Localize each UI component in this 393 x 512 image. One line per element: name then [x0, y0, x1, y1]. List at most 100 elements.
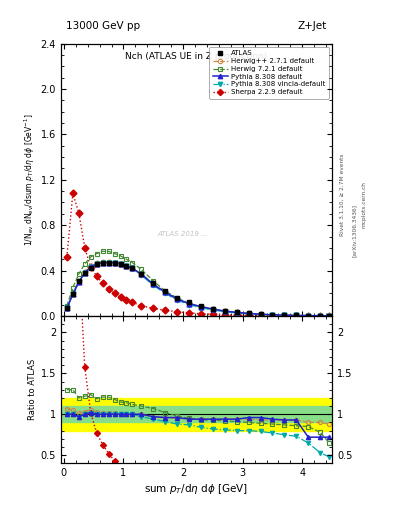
Herwig 7.2.1 default: [246, 310, 251, 316]
Herwig++ 2.7.1 default: [198, 304, 203, 310]
Line: Sherpa 2.2.9 default: Sherpa 2.2.9 default: [64, 191, 332, 318]
Herwig 7.2.1 default: [118, 253, 123, 259]
Pythia 8.308 default: [94, 261, 99, 267]
Pythia 8.308 default: [106, 260, 111, 266]
Pythia 8.308 default: [306, 312, 310, 318]
Herwig 7.2.1 default: [112, 250, 117, 257]
Herwig++ 2.7.1 default: [222, 308, 227, 314]
Herwig 7.2.1 default: [106, 248, 111, 254]
Herwig++ 2.7.1 default: [318, 313, 323, 319]
Herwig++ 2.7.1 default: [139, 271, 144, 277]
ATLAS: [76, 278, 81, 284]
Pythia 8.308 vincia-default: [294, 312, 299, 318]
ATLAS: [175, 295, 180, 301]
Sherpa 2.2.9 default: [124, 297, 129, 303]
Text: ATLAS 2019 ...: ATLAS 2019 ...: [158, 231, 208, 237]
ATLAS: [270, 312, 275, 318]
Sherpa 2.2.9 default: [100, 280, 105, 286]
Herwig++ 2.7.1 default: [270, 312, 275, 318]
Herwig++ 2.7.1 default: [88, 263, 93, 269]
Pythia 8.308 vincia-default: [175, 297, 180, 303]
Text: mcplots.cern.ch: mcplots.cern.ch: [362, 181, 367, 228]
Herwig++ 2.7.1 default: [83, 269, 87, 275]
Text: Rivet 3.1.10, ≥ 2.7M events: Rivet 3.1.10, ≥ 2.7M events: [340, 153, 345, 236]
Pythia 8.308 vincia-default: [318, 313, 323, 319]
Herwig 7.2.1 default: [64, 303, 69, 309]
Herwig 7.2.1 default: [151, 278, 156, 284]
Pythia 8.308 vincia-default: [88, 264, 93, 270]
Text: Z+Jet: Z+Jet: [298, 22, 327, 31]
ATLAS: [306, 312, 310, 318]
Line: Herwig 7.2.1 default: Herwig 7.2.1 default: [64, 249, 332, 318]
Pythia 8.308 default: [124, 263, 129, 269]
Herwig 7.2.1 default: [327, 313, 331, 319]
Pythia 8.308 vincia-default: [76, 279, 81, 285]
Sherpa 2.2.9 default: [294, 313, 299, 319]
ATLAS: [88, 265, 93, 271]
Pythia 8.308 vincia-default: [70, 291, 75, 297]
Pythia 8.308 vincia-default: [118, 261, 123, 267]
Text: [arXiv:1306.3436]: [arXiv:1306.3436]: [352, 204, 357, 257]
ATLAS: [222, 308, 227, 314]
Sherpa 2.2.9 default: [187, 310, 191, 316]
ATLAS: [64, 305, 69, 311]
Herwig++ 2.7.1 default: [130, 265, 135, 271]
Pythia 8.308 vincia-default: [163, 290, 167, 296]
ATLAS: [94, 261, 99, 267]
Sherpa 2.2.9 default: [94, 273, 99, 280]
Herwig 7.2.1 default: [318, 313, 323, 319]
Pythia 8.308 vincia-default: [139, 272, 144, 278]
Pythia 8.308 vincia-default: [222, 309, 227, 315]
Y-axis label: 1/N$_\mathregular{ev}$ dN$_\mathregular{ev}$/dsum $p_T$/d$\eta$ d$\phi$ [GeV$^{-: 1/N$_\mathregular{ev}$ dN$_\mathregular{…: [22, 114, 37, 246]
Pythia 8.308 default: [222, 308, 227, 314]
Herwig++ 2.7.1 default: [258, 311, 263, 317]
ATLAS: [83, 270, 87, 276]
Pythia 8.308 default: [118, 261, 123, 267]
Sherpa 2.2.9 default: [258, 312, 263, 318]
Herwig++ 2.7.1 default: [211, 306, 215, 312]
Herwig++ 2.7.1 default: [327, 313, 331, 319]
Text: 13000 GeV pp: 13000 GeV pp: [66, 22, 140, 31]
Herwig 7.2.1 default: [258, 311, 263, 317]
Herwig 7.2.1 default: [306, 312, 310, 318]
ATLAS: [327, 313, 331, 319]
Herwig 7.2.1 default: [282, 312, 287, 318]
Pythia 8.308 default: [270, 312, 275, 318]
Line: ATLAS: ATLAS: [64, 260, 332, 318]
Herwig++ 2.7.1 default: [294, 312, 299, 318]
ATLAS: [130, 265, 135, 271]
Herwig 7.2.1 default: [124, 256, 129, 262]
Herwig++ 2.7.1 default: [100, 259, 105, 265]
Sherpa 2.2.9 default: [112, 290, 117, 296]
Pythia 8.308 vincia-default: [130, 265, 135, 271]
Pythia 8.308 default: [258, 311, 263, 317]
Sherpa 2.2.9 default: [139, 303, 144, 309]
Herwig++ 2.7.1 default: [112, 260, 117, 266]
Text: Nch (ATLAS UE in Z production): Nch (ATLAS UE in Z production): [125, 52, 268, 61]
Pythia 8.308 default: [234, 309, 239, 315]
Line: Pythia 8.308 vincia-default: Pythia 8.308 vincia-default: [64, 260, 332, 318]
Herwig++ 2.7.1 default: [118, 261, 123, 267]
Herwig++ 2.7.1 default: [234, 309, 239, 315]
Pythia 8.308 default: [282, 312, 287, 318]
Pythia 8.308 vincia-default: [246, 311, 251, 317]
Pythia 8.308 default: [163, 289, 167, 295]
Pythia 8.308 default: [76, 279, 81, 285]
ATLAS: [70, 291, 75, 297]
Herwig++ 2.7.1 default: [124, 263, 129, 269]
Herwig++ 2.7.1 default: [106, 259, 111, 265]
Pythia 8.308 vincia-default: [198, 305, 203, 311]
Sherpa 2.2.9 default: [76, 209, 81, 216]
Pythia 8.308 default: [175, 296, 180, 302]
Herwig++ 2.7.1 default: [163, 289, 167, 295]
Sherpa 2.2.9 default: [64, 254, 69, 260]
Pythia 8.308 vincia-default: [112, 260, 117, 266]
Herwig++ 2.7.1 default: [282, 312, 287, 318]
Herwig 7.2.1 default: [76, 271, 81, 277]
Pythia 8.308 default: [318, 313, 323, 319]
Herwig 7.2.1 default: [139, 266, 144, 272]
Pythia 8.308 default: [100, 260, 105, 266]
Herwig 7.2.1 default: [88, 254, 93, 260]
Herwig++ 2.7.1 default: [175, 296, 180, 302]
Herwig 7.2.1 default: [222, 308, 227, 314]
